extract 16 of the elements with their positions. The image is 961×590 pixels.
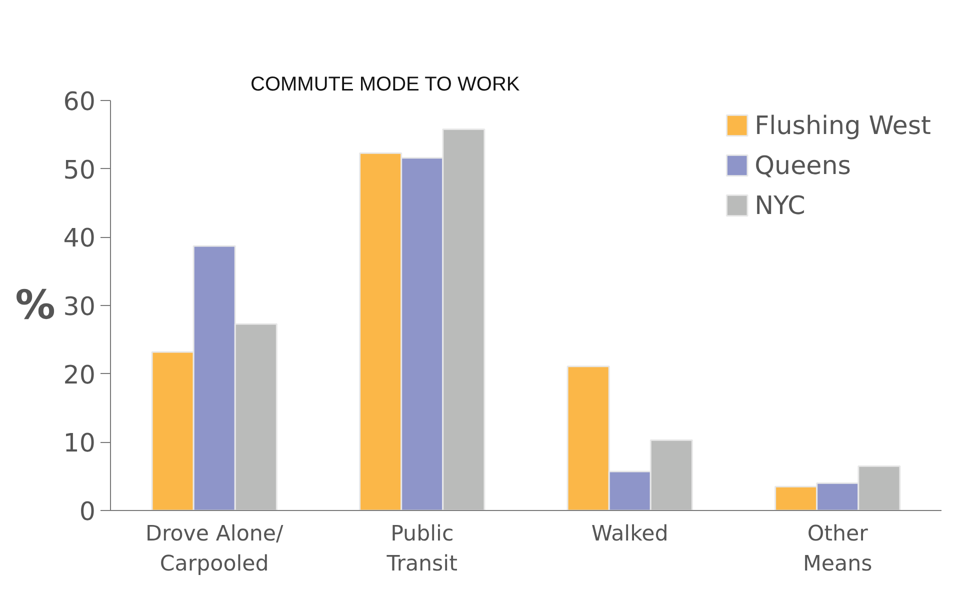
x-tick-label: Drove Alone/ Carpooled bbox=[146, 522, 284, 576]
y-tick-label: 10 bbox=[63, 428, 96, 458]
x-tick-label: Walked bbox=[591, 522, 668, 546]
y-tick-label: 20 bbox=[63, 359, 96, 390]
y-axis-title: % bbox=[15, 282, 56, 328]
y-tick-label: 50 bbox=[63, 154, 96, 184]
x-tick-label: Other Means bbox=[803, 522, 872, 576]
chart-title: COMMUTE MODE TO WORK bbox=[250, 74, 520, 96]
x-tick-label: Public Transit bbox=[386, 522, 458, 576]
y-tick-label: 0 bbox=[79, 496, 96, 526]
legend-label: NYC bbox=[754, 190, 806, 220]
y-tick-label: 60 bbox=[63, 86, 96, 116]
legend-label: Queens bbox=[754, 150, 851, 180]
y-tick-label: 40 bbox=[63, 222, 96, 253]
y-tick-label: 30 bbox=[63, 291, 96, 321]
legend-label: Flushing West bbox=[754, 110, 931, 140]
